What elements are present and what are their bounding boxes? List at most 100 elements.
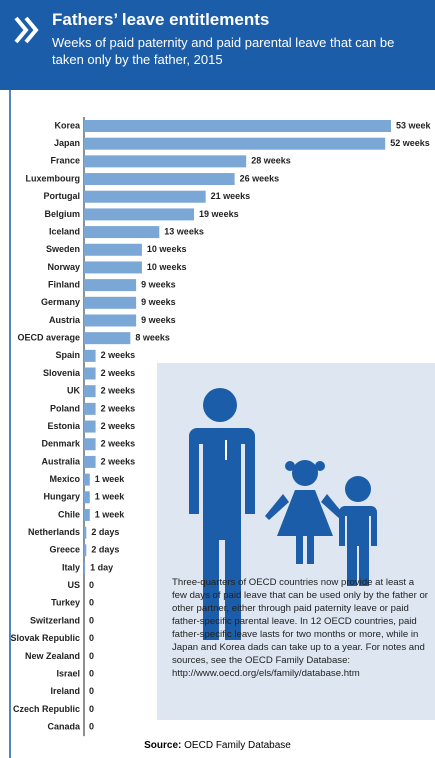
value-label: 2 weeks (101, 350, 136, 360)
source: Source: OECD Family Database (0, 740, 435, 751)
category-label: Greece (49, 545, 80, 555)
chevron-icon (14, 16, 39, 44)
value-label: 19 weeks (199, 209, 239, 219)
category-label: Sweden (46, 244, 80, 254)
value-label: 0 (89, 721, 94, 731)
category-label: Denmark (41, 439, 81, 449)
category-label: Hungary (43, 492, 80, 502)
bar (84, 314, 137, 327)
category-label: Ireland (50, 686, 80, 696)
value-label: 28 weeks (251, 156, 291, 166)
value-label: 26 weeks (240, 173, 280, 183)
category-label: Portugal (43, 191, 80, 201)
category-label: Australia (41, 456, 81, 466)
value-label: 53 week (396, 120, 432, 130)
bar (84, 226, 160, 239)
bar (84, 526, 87, 539)
value-label: 0 (89, 686, 94, 696)
value-label: 2 weeks (101, 456, 136, 466)
value-label: 9 weeks (141, 297, 176, 307)
value-label: 10 weeks (147, 262, 187, 272)
value-label: 2 weeks (101, 386, 136, 396)
category-label: New Zealand (25, 651, 80, 661)
source-text: OECD Family Database (184, 740, 291, 751)
source-label: Source: (144, 740, 182, 751)
value-label: 1 week (95, 474, 126, 484)
bar (84, 491, 90, 504)
value-label: 0 (89, 598, 94, 608)
category-label: US (67, 580, 80, 590)
note: Three-quarters of OECD countries now pro… (172, 577, 428, 679)
bar (84, 508, 90, 521)
category-label: Norway (47, 262, 80, 272)
bar (84, 279, 137, 292)
category-label: UK (67, 386, 80, 396)
bar (84, 208, 195, 221)
value-label: 1 week (95, 492, 126, 502)
bar (84, 420, 96, 433)
category-label: France (50, 156, 80, 166)
bar (84, 455, 96, 468)
bar (84, 261, 142, 274)
category-label: Austria (49, 315, 81, 325)
category-label: Germany (41, 297, 80, 307)
category-label: Israel (56, 668, 80, 678)
category-label: Mexico (49, 474, 80, 484)
value-label: 13 weeks (164, 226, 204, 236)
value-label: 0 (89, 704, 94, 714)
header: Fathers’ leave entitlements Weeks of pai… (0, 0, 435, 90)
value-label: 10 weeks (147, 244, 187, 254)
bar (84, 562, 86, 574)
bar (84, 544, 87, 557)
value-label: 2 weeks (101, 403, 136, 413)
bar (84, 349, 96, 362)
bar (84, 243, 142, 256)
value-label: 52 weeks (390, 138, 430, 148)
value-label: 0 (89, 668, 94, 678)
bar (84, 367, 96, 380)
value-label: 0 (89, 633, 94, 643)
value-label: 1 day (90, 562, 113, 572)
value-label: 21 weeks (211, 191, 251, 201)
category-label: Luxembourg (25, 173, 80, 183)
value-label: 2 weeks (101, 439, 136, 449)
category-label: Slovenia (43, 368, 81, 378)
category-label: Chile (58, 509, 80, 519)
value-label: 0 (89, 615, 94, 625)
category-label: OECD average (17, 333, 80, 343)
value-label: 2 weeks (101, 368, 136, 378)
category-label: Netherlands (28, 527, 80, 537)
category-label: Estonia (47, 421, 81, 431)
bar (84, 190, 206, 203)
bar (84, 385, 96, 398)
bar (84, 438, 96, 451)
bar (84, 402, 96, 415)
category-label: Japan (54, 138, 80, 148)
category-label: Italy (62, 562, 80, 572)
bar (84, 296, 137, 309)
value-label: 1 week (95, 509, 126, 519)
bar (84, 173, 235, 186)
category-label: Czech Republic (13, 704, 80, 714)
bar (84, 155, 247, 168)
bar (84, 473, 90, 486)
value-label: 9 weeks (141, 315, 176, 325)
category-label: Belgium (44, 209, 80, 219)
category-label: Slovak Republic (10, 633, 80, 643)
title: Fathers’ leave entitlements (52, 10, 270, 29)
value-label: 9 weeks (141, 279, 176, 289)
category-label: Switzerland (30, 615, 80, 625)
category-label: Spain (55, 350, 80, 360)
subtitle: Weeks of paid paternity and paid parenta… (52, 35, 395, 67)
value-label: 2 days (91, 527, 119, 537)
category-label: Finland (48, 279, 80, 289)
value-label: 0 (89, 651, 94, 661)
category-label: Poland (50, 403, 80, 413)
value-label: 2 days (91, 545, 119, 555)
category-label: Korea (54, 120, 81, 130)
category-label: Turkey (51, 598, 80, 608)
category-label: Iceland (49, 226, 80, 236)
bar (84, 120, 391, 132)
